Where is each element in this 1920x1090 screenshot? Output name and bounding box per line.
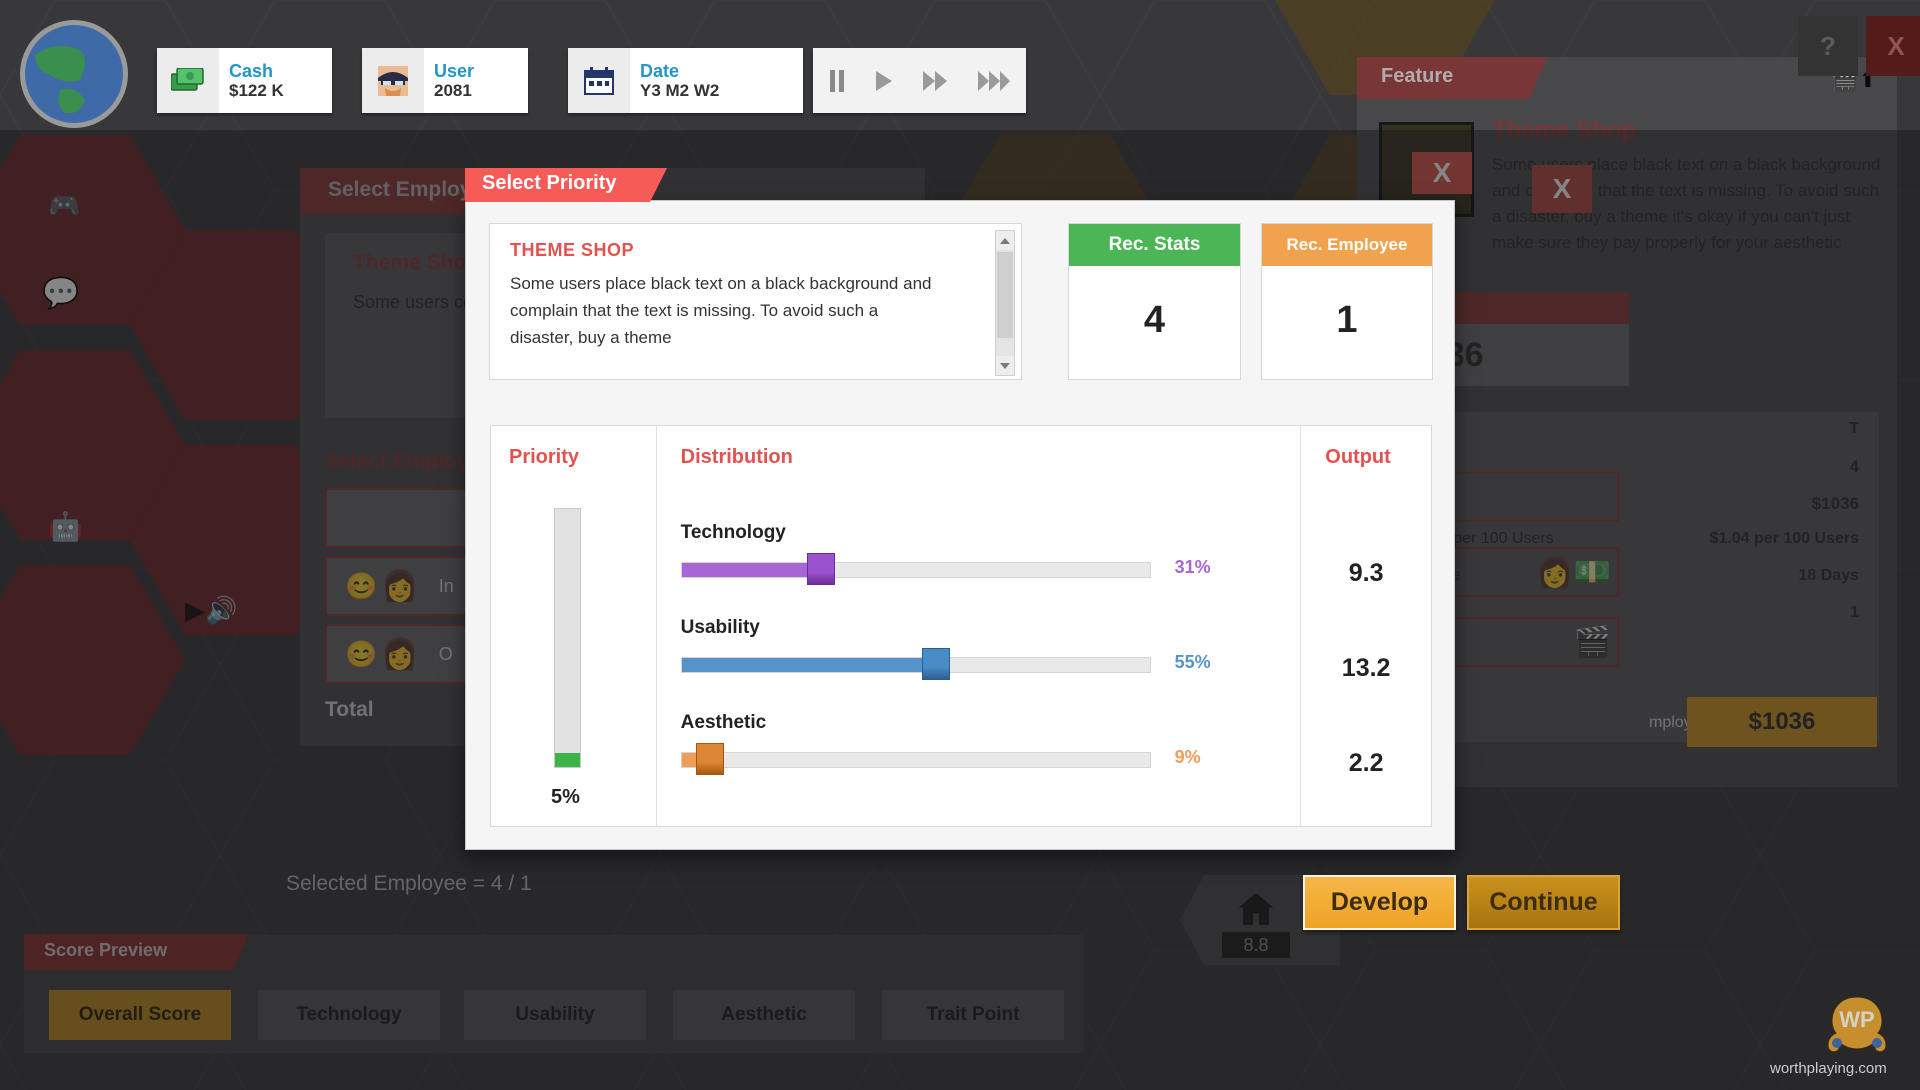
svg-text:WP: WP — [1839, 1007, 1874, 1032]
